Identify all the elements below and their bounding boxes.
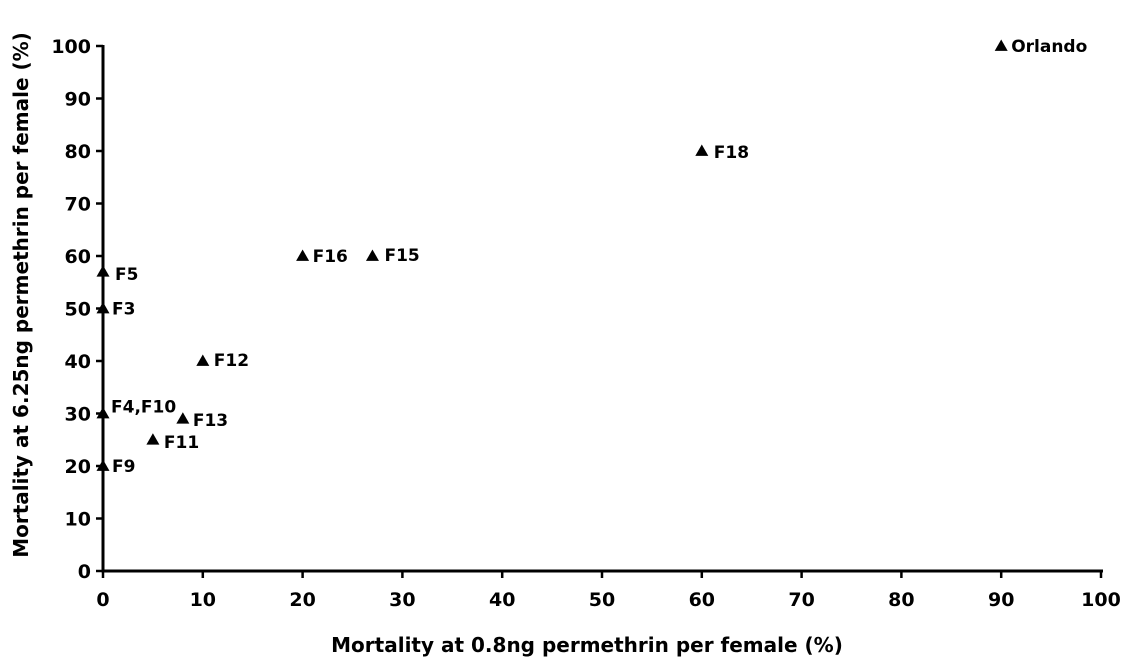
x-tick-label: 10 <box>190 589 216 611</box>
y-tick-label: 0 <box>78 561 91 583</box>
x-tick-label: 90 <box>988 589 1014 611</box>
y-tick-label: 90 <box>65 89 91 111</box>
x-tick-label: 40 <box>489 589 515 611</box>
data-point-label: F4,F10 <box>111 398 176 418</box>
y-tick-label: 70 <box>65 194 91 216</box>
data-points <box>96 39 1008 471</box>
data-point-label: Orlando <box>1011 37 1087 57</box>
data-point-label: F12 <box>214 351 249 371</box>
x-tick-label: 30 <box>389 589 415 611</box>
data-point-label: F11 <box>164 433 199 453</box>
y-tick-label: 80 <box>65 141 91 163</box>
y-tick-label: 40 <box>65 351 91 373</box>
data-point-label: F18 <box>714 143 749 163</box>
data-point-marker <box>96 302 110 314</box>
data-point-marker <box>96 407 110 419</box>
y-axis-label: Mortality at 6.25ng permethrin per femal… <box>9 32 33 558</box>
x-tick-label: 70 <box>788 589 814 611</box>
data-point-label: F3 <box>112 300 135 320</box>
data-point-label: F15 <box>384 246 419 266</box>
ticks: 0 10 20 30 40 50 60 70 80 90 100 0 10 20 30 40 50 60 70 80 9… <box>51 36 1121 611</box>
y-tick-label: 60 <box>65 246 91 268</box>
data-point-label: F5 <box>115 265 138 285</box>
data-point-label: F9 <box>112 457 135 477</box>
data-point-marker <box>196 354 210 366</box>
data-point-marker <box>96 265 110 277</box>
data-point-marker <box>176 412 190 424</box>
x-tick-label: 0 <box>96 589 109 611</box>
axes <box>101 45 1103 573</box>
data-point-marker <box>994 39 1008 51</box>
x-tick-label: 60 <box>689 589 715 611</box>
y-tick-label: 50 <box>65 299 91 321</box>
data-point-marker <box>146 433 160 445</box>
data-point-marker <box>365 249 379 261</box>
y-tick-label: 10 <box>65 509 91 531</box>
data-point-label: F13 <box>193 411 228 431</box>
x-tick-label: 80 <box>888 589 914 611</box>
x-axis-label: Mortality at 0.8ng permethrin per female… <box>331 633 843 657</box>
y-tick-label: 30 <box>65 404 91 426</box>
y-tick-label: 100 <box>51 36 91 58</box>
y-tick-label: 20 <box>65 456 91 478</box>
x-tick-label: 50 <box>589 589 615 611</box>
x-tick-label: 100 <box>1081 589 1121 611</box>
data-point-marker <box>296 249 310 261</box>
data-point-marker <box>695 144 709 156</box>
data-point-marker <box>96 459 110 471</box>
x-tick-label: 20 <box>289 589 315 611</box>
data-point-label: F16 <box>313 247 348 267</box>
